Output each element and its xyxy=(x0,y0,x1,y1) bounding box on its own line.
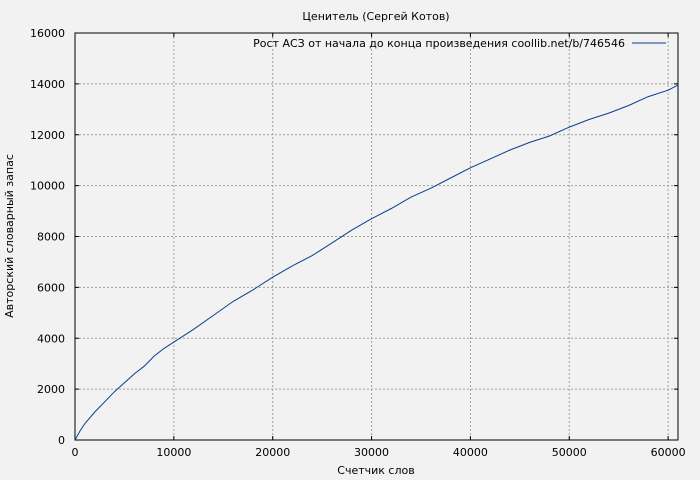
x-axis-label: Счетчик слов xyxy=(337,464,414,477)
y-tick-label: 6000 xyxy=(37,281,65,294)
x-tick-label: 40000 xyxy=(453,446,488,459)
y-tick-label: 0 xyxy=(58,434,65,447)
legend: Рост АСЗ от начала до конца произведения… xyxy=(253,37,666,50)
x-tick-label: 10000 xyxy=(156,446,191,459)
y-tick-label: 2000 xyxy=(37,383,65,396)
grid xyxy=(75,33,678,440)
plot-frame xyxy=(74,32,679,441)
legend-label: Рост АСЗ от начала до конца произведения… xyxy=(253,37,625,50)
x-tick-label: 30000 xyxy=(354,446,389,459)
x-tick-label: 0 xyxy=(72,446,79,459)
y-tick-label: 14000 xyxy=(30,78,65,91)
y-tick-label: 4000 xyxy=(37,332,65,345)
series-group xyxy=(74,84,679,441)
y-tick-label: 16000 xyxy=(30,27,65,40)
y-tick-label: 10000 xyxy=(30,180,65,193)
x-tick-label: 50000 xyxy=(552,446,587,459)
series-line xyxy=(74,84,679,441)
x-tick-label: 20000 xyxy=(255,446,290,459)
y-tick-label: 8000 xyxy=(37,231,65,244)
y-tick-label: 12000 xyxy=(30,129,65,142)
y-axis-label: Авторский словарный запас xyxy=(3,154,16,318)
axis-ticks: 0 10000 20000 30000 40000 50000 60000 0 2000 4000… xyxy=(30,27,686,459)
x-tick-label: 60000 xyxy=(651,446,686,459)
chart-title: Ценитель (Сергей Котов) xyxy=(302,10,449,23)
